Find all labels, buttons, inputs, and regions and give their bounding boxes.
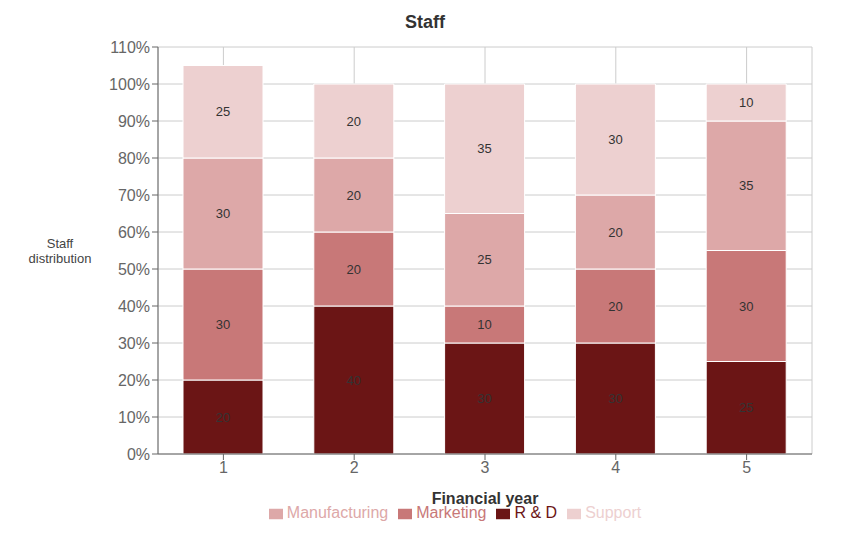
- svg-text:1: 1: [219, 459, 228, 476]
- svg-text:30: 30: [477, 391, 491, 406]
- svg-text:10%: 10%: [118, 409, 150, 426]
- svg-text:5: 5: [742, 459, 751, 476]
- html-text:Manufacturing: Manufacturing: [286, 504, 389, 521]
- svg-text:20: 20: [347, 114, 361, 129]
- svg-text:20: 20: [347, 188, 361, 203]
- svg-text:30: 30: [608, 132, 622, 147]
- svg-text:40: 40: [347, 373, 361, 388]
- html-text:Marketing: Marketing: [416, 504, 487, 521]
- svg-text:0%: 0%: [127, 446, 150, 463]
- svg-text:100%: 100%: [109, 76, 150, 93]
- svg-text:20: 20: [347, 262, 361, 277]
- svg-text:90%: 90%: [118, 113, 150, 130]
- svg-text:Staffdistribution: Staffdistribution: [29, 236, 92, 266]
- svg-text:60%: 60%: [118, 224, 150, 241]
- svg-text:20: 20: [608, 299, 622, 314]
- svg-text:35: 35: [739, 178, 753, 193]
- svg-text:30: 30: [608, 391, 622, 406]
- svg-text:20: 20: [608, 225, 622, 240]
- html-text:Support: Support: [585, 504, 642, 521]
- svg-text:25: 25: [477, 252, 491, 267]
- svg-text:25: 25: [216, 104, 230, 119]
- svg-text:25: 25: [739, 400, 753, 415]
- svg-text:10: 10: [477, 317, 491, 332]
- svg-text:30: 30: [216, 206, 230, 221]
- svg-text:70%: 70%: [118, 187, 150, 204]
- svg-text:40%: 40%: [118, 298, 150, 315]
- svg-text:Financial year: Financial year: [432, 490, 539, 507]
- svg-text:20: 20: [216, 410, 230, 425]
- svg-text:80%: 80%: [118, 150, 150, 167]
- svg-text:20%: 20%: [118, 372, 150, 389]
- html-text:Staff: Staff: [405, 12, 445, 32]
- svg-text:50%: 50%: [118, 261, 150, 278]
- html-text:R & D: R & D: [514, 504, 558, 521]
- svg-text:110%: 110%: [110, 39, 150, 56]
- svg-text:3: 3: [481, 459, 490, 476]
- svg-text:35: 35: [477, 141, 491, 156]
- svg-text:30%: 30%: [118, 335, 150, 352]
- svg-text:30: 30: [216, 317, 230, 332]
- svg-text:10: 10: [739, 95, 753, 110]
- svg-text:4: 4: [611, 459, 620, 476]
- svg-text:2: 2: [350, 459, 359, 476]
- svg-text:30: 30: [739, 299, 753, 314]
